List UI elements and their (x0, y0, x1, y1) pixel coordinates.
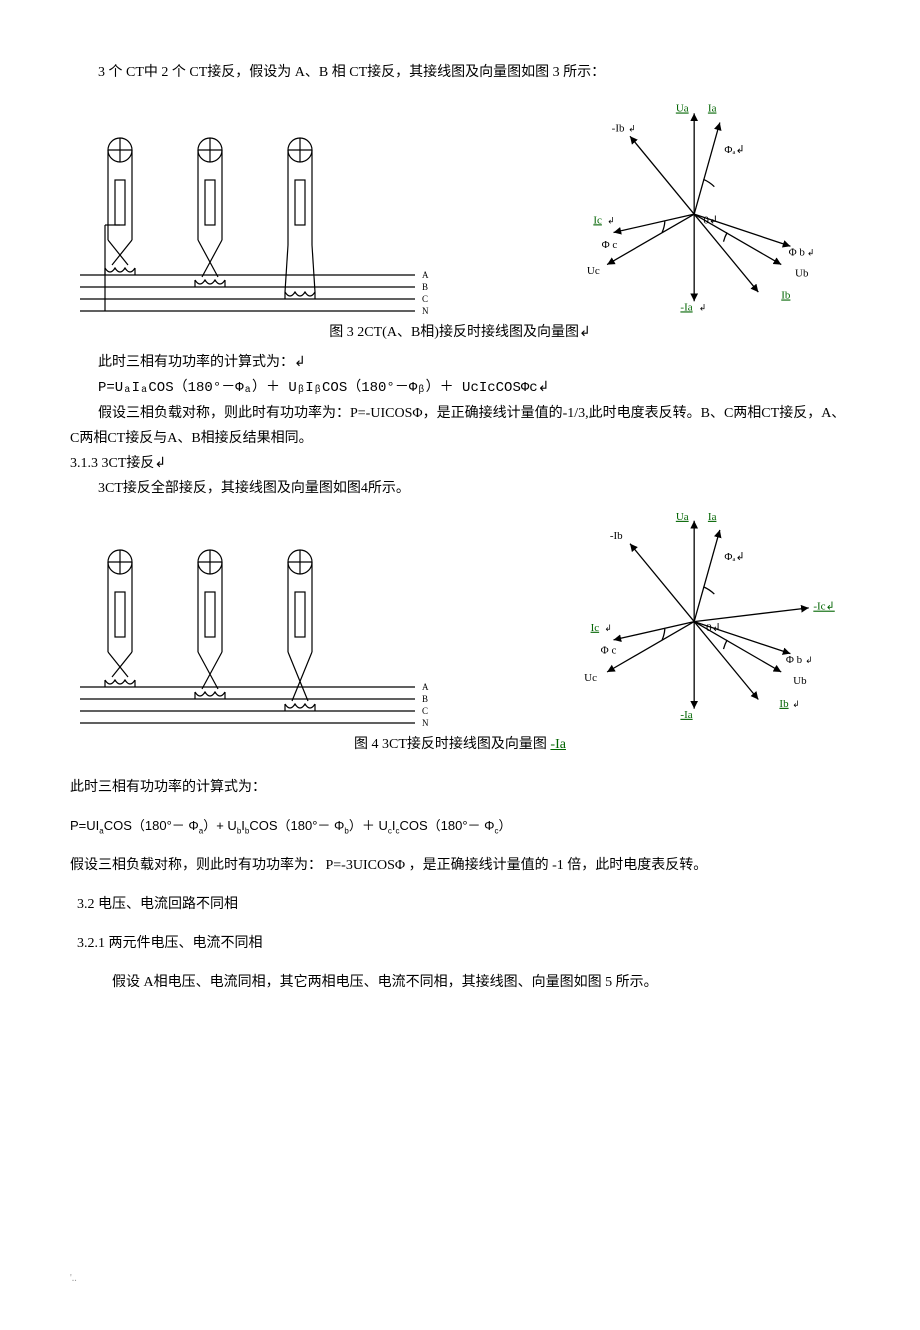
para-5: 假设 A相电压、电流同相，其它两相电压、电流不同相，其接线图、向量图如图 5 所… (70, 970, 850, 995)
formula-2: P=UIaCOS（180°－ Φa）+ UbIbCOS（180°－ Φb）＋ U… (70, 814, 850, 839)
svg-text:↲: ↲ (792, 698, 800, 708)
svg-text:N: N (422, 718, 429, 727)
fig3-caption: 图 3 2CT(A、B相)接反时接线图及向量图↲ (70, 320, 850, 345)
wiring-diagram-4: A B C N (70, 537, 450, 727)
para-2: 假设三相负载对称，则此时有功功率为：P=-UICOSΦ，是正确接线计量值的-1/… (70, 401, 850, 451)
calc-label-2: 此时三相有功功率的计算式为： (70, 775, 850, 800)
svg-text:Ia: Ia (708, 103, 717, 115)
vector-diagram-4: UaIa -Ib Φₐ↲ -Ic↲ Ic↲ Φ c Uc 0↲ Φ b↲ Ub … (520, 507, 850, 727)
svg-text:↲: ↲ (807, 248, 815, 258)
calc-label-1: 此时三相有功功率的计算式为：↲ (70, 350, 850, 375)
svg-text:N: N (422, 306, 429, 315)
svg-text:Uc: Uc (587, 265, 600, 277)
svg-text:Ib: Ib (779, 697, 789, 709)
svg-text:A: A (422, 270, 429, 280)
svg-text:↲: ↲ (604, 622, 612, 632)
svg-text:0↲: 0↲ (703, 215, 718, 227)
svg-text:Ic: Ic (591, 621, 600, 633)
svg-text:Φₐ↲: Φₐ↲ (724, 144, 744, 156)
svg-text:C: C (422, 706, 428, 716)
svg-text:↲: ↲ (607, 216, 615, 226)
section-313: 3.1.3 3CT接反↲ (70, 451, 850, 476)
svg-text:0↲: 0↲ (706, 621, 721, 633)
svg-text:Φ c: Φ c (601, 644, 617, 656)
svg-text:-Ib: -Ib (610, 530, 623, 542)
svg-text:B: B (422, 282, 428, 292)
svg-text:-Ic↲: -Ic↲ (813, 600, 834, 612)
svg-text:Ia: Ia (708, 510, 717, 522)
intro-1: 3 个 CT中 2 个 CT接反，假设为 A、B 相 CT接反，其接线图及向量图… (70, 60, 850, 85)
fig4-caption: 图 4 3CT接反时接线图及向量图 -Ia (70, 732, 850, 757)
section-321: 3.2.1 两元件电压、电流不同相 (70, 931, 850, 956)
svg-text:↲: ↲ (805, 654, 813, 664)
svg-text:Uc: Uc (584, 672, 597, 684)
svg-text:Ub: Ub (793, 674, 807, 686)
wiring-diagram-3: A B C N (70, 125, 450, 315)
svg-text:Ua: Ua (676, 510, 689, 522)
svg-text:B: B (422, 694, 428, 704)
svg-text:C: C (422, 294, 428, 304)
para-3: 3CT接反全部接反，其接线图及向量图如图4所示。 (70, 476, 850, 501)
section-32: 3.2 电压、电流回路不同相 (70, 892, 850, 917)
figure-3-row: A B C N (70, 95, 850, 315)
formula-1: P=UₐIₐCOS（180°－Φₐ）＋ UᵦIᵦCOS（180°－Φᵦ）＋ Uc… (70, 376, 850, 401)
svg-text:A: A (422, 682, 429, 692)
svg-text:-Ia: -Ia (680, 302, 692, 314)
svg-text:↲: ↲ (699, 303, 707, 313)
svg-text:Ib: Ib (781, 290, 791, 302)
vector-diagram-3: UaIa -Ib↲ Φₐ↲ Ic↲ Φ c Uc 0↲ Φ b↲ Ub Ib -… (520, 95, 850, 315)
svg-text:Φₐ↲: Φₐ↲ (724, 551, 744, 563)
svg-text:↲: ↲ (628, 124, 636, 134)
svg-text:Ic: Ic (593, 215, 602, 227)
figure-4-row: A B C N (70, 507, 850, 727)
svg-text:Φ c: Φ c (602, 239, 618, 251)
svg-text:-Ib: -Ib (612, 123, 625, 135)
svg-text:-Ia: -Ia (680, 708, 692, 720)
page-footer-dots: '.. (70, 1270, 77, 1288)
svg-text:Φ b: Φ b (786, 653, 803, 665)
svg-text:Ub: Ub (795, 268, 809, 280)
para-4: 假设三相负载对称，则此时有功功率为： P=-3UICOSΦ ，是正确接线计量值的… (70, 853, 850, 878)
svg-text:Ua: Ua (676, 103, 689, 115)
svg-text:Φ b: Φ b (789, 247, 806, 259)
